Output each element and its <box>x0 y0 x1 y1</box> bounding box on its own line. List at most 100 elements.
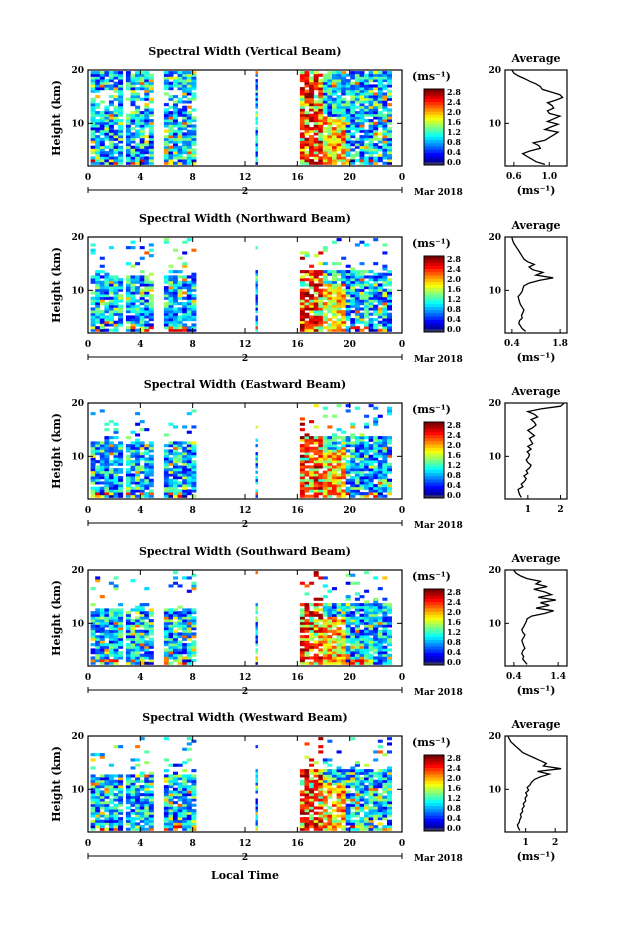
heatmap-cell <box>382 73 388 77</box>
heatmap-cell <box>99 73 105 77</box>
heatmap-cell <box>387 611 392 615</box>
heatmap-cell <box>318 616 324 620</box>
heatmap-cell <box>104 323 110 327</box>
heatmap-cell <box>95 801 101 805</box>
colorbar-tick-label: 0.4 <box>447 480 461 490</box>
heatmap-cell <box>104 151 110 155</box>
heatmap-cell <box>341 605 347 609</box>
heatmap-cell <box>168 296 174 300</box>
heatmap-cell <box>95 494 101 498</box>
heatmap-cell <box>387 270 392 274</box>
heatmap-cell <box>327 449 333 453</box>
heatmap-cell <box>322 275 328 279</box>
heatmap-cell <box>173 648 178 652</box>
heatmap-cell <box>359 438 365 442</box>
heatmap-cell <box>359 81 365 85</box>
colorbar-swatch <box>424 450 444 455</box>
heatmap-cell <box>382 71 388 75</box>
heatmap-cell <box>327 774 333 778</box>
heatmap-cell <box>144 84 150 88</box>
heatmap-cell <box>313 132 319 136</box>
heatmap-cell <box>341 769 347 773</box>
heatmap-cell <box>144 787 150 791</box>
heatmap-cell <box>90 89 96 93</box>
heatmap-cell <box>182 651 188 655</box>
heatmap-cell <box>336 294 342 298</box>
heatmap-cell <box>373 616 379 620</box>
heatmap-cell <box>139 140 145 144</box>
heatmap-cell <box>368 121 374 125</box>
heatmap-cell <box>191 95 197 99</box>
heatmap-cell <box>318 632 324 636</box>
heatmap-cell <box>322 605 328 609</box>
heatmap-cell <box>182 801 188 805</box>
heatmap-cell <box>377 603 383 607</box>
heatmap-cell <box>382 326 388 330</box>
heatmap-cell <box>130 132 136 136</box>
heatmap-cell <box>341 771 347 775</box>
heatmap-cell <box>304 635 310 639</box>
heatmap-cell <box>182 484 188 488</box>
heatmap-cell <box>368 827 374 831</box>
heatmap-cell <box>168 312 174 316</box>
heatmap-cell <box>373 774 379 778</box>
heatmap-cell <box>354 616 360 620</box>
heatmap-cell <box>359 795 365 799</box>
heatmap-cell <box>387 605 392 609</box>
heatmap-cell <box>125 793 131 797</box>
heatmap-cell <box>387 137 392 141</box>
heatmap-cell <box>341 270 347 274</box>
heatmap-cell <box>368 779 374 783</box>
heatmap-cell <box>139 310 145 314</box>
heatmap-cell <box>350 132 356 136</box>
heatmap-cell <box>359 819 365 823</box>
heatmap-cell <box>373 750 379 754</box>
heatmap-cell <box>345 769 351 773</box>
heatmap-cell <box>118 103 124 107</box>
heatmap-cell <box>350 84 356 88</box>
heatmap-cell <box>118 278 124 282</box>
heatmap-cell <box>382 468 388 472</box>
y-tick-label: 20 <box>71 399 84 409</box>
heatmap-cell <box>327 484 333 488</box>
heatmap-cell <box>104 777 110 781</box>
heatmap-cell <box>90 320 96 324</box>
heatmap-cell <box>364 270 370 274</box>
heatmap-cell <box>182 616 188 620</box>
heatmap-cell <box>125 121 131 125</box>
heatmap-cell <box>304 806 310 810</box>
heatmap-cell <box>387 489 392 493</box>
heatmap-cell <box>163 795 169 799</box>
heatmap-cell <box>130 446 136 450</box>
heatmap-cell <box>322 465 328 469</box>
y-axis-label: Height (km) <box>50 413 63 489</box>
heatmap-cell <box>309 79 315 83</box>
heatmap-cell <box>336 779 342 783</box>
heatmap-cell <box>168 132 174 136</box>
heatmap-cell <box>108 151 114 155</box>
heatmap-cell <box>354 624 360 628</box>
heatmap-cell <box>130 632 136 636</box>
heatmap-cell <box>313 571 319 575</box>
heatmap-cell <box>341 159 347 163</box>
heatmap-cell <box>90 137 96 141</box>
heatmap-cell <box>139 605 145 609</box>
heatmap-cell <box>139 629 145 633</box>
heatmap-cell <box>95 89 101 93</box>
heatmap-cell <box>118 822 124 826</box>
heatmap-cell <box>345 793 351 797</box>
heatmap-cell <box>373 627 379 631</box>
heatmap-cell <box>368 288 374 292</box>
x-tick-label: 4 <box>137 173 143 183</box>
heatmap-cell <box>345 79 351 83</box>
heatmap-cell <box>359 613 365 617</box>
heatmap-cell <box>364 651 370 655</box>
heatmap-cell <box>332 468 337 472</box>
heatmap-cell <box>90 827 96 831</box>
heatmap-cell <box>173 151 178 155</box>
heatmap-cell <box>139 302 145 306</box>
heatmap-cell <box>104 492 110 496</box>
heatmap-cell <box>304 637 310 641</box>
heatmap-cell <box>144 452 150 456</box>
heatmap-cell <box>191 624 197 628</box>
